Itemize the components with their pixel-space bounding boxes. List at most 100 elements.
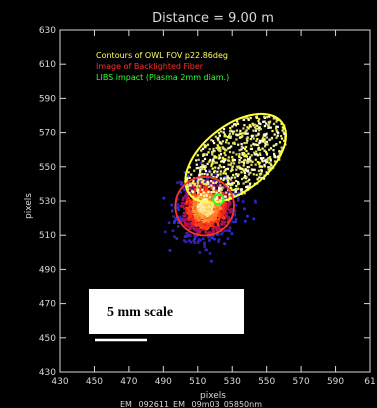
heat-pixel — [183, 188, 186, 192]
heat-pixel — [172, 215, 176, 218]
fov-pixel — [190, 173, 193, 176]
heat-pixel — [215, 218, 219, 221]
fov-pixel — [244, 174, 247, 177]
heat-pixel — [191, 198, 195, 201]
fov-pixel — [233, 159, 236, 162]
heat-pixel — [177, 221, 180, 225]
fov-pixel — [268, 122, 271, 125]
heat-pixel — [188, 199, 192, 203]
heat-pixel — [180, 183, 184, 186]
heat-pixel — [228, 208, 231, 212]
heat-pixel — [178, 215, 182, 219]
fov-pixel — [260, 165, 264, 168]
fov-pixel — [278, 150, 281, 153]
heat-pixel — [218, 205, 221, 209]
fov-pixel — [222, 157, 226, 161]
heat-pixel — [206, 227, 209, 231]
fov-pixel — [196, 185, 199, 188]
heat-pixel — [211, 234, 215, 237]
heat-pixel — [199, 221, 203, 224]
fov-pixel — [252, 124, 255, 127]
heat-pixel — [197, 216, 201, 220]
fov-pixel — [247, 118, 250, 121]
heat-pixel — [252, 217, 256, 221]
heat-pixel — [237, 197, 240, 200]
fov-pixel — [227, 159, 230, 162]
fov-pixel — [196, 187, 199, 190]
heat-pixel — [199, 174, 202, 178]
fov-pixel — [233, 141, 236, 144]
heat-pixel — [201, 216, 204, 219]
fov-pixel — [259, 128, 262, 131]
scale-box-background — [89, 289, 244, 334]
fov-pixel — [219, 150, 222, 153]
fov-pixel — [214, 199, 217, 202]
fov-pixel — [216, 144, 219, 147]
heat-pixel — [217, 209, 220, 213]
fov-pixel — [236, 181, 240, 184]
fov-pixel — [253, 168, 256, 171]
heat-pixel — [176, 203, 180, 206]
fov-pixel — [242, 176, 246, 179]
heat-pixel — [222, 186, 226, 189]
heat-pixel — [187, 211, 190, 214]
fov-pixel — [245, 176, 248, 179]
fov-pixel — [247, 127, 250, 130]
heat-pixel — [192, 239, 196, 243]
fov-pixel — [242, 127, 245, 130]
fov-pixel — [259, 165, 262, 168]
fov-pixel — [188, 166, 191, 169]
fov-pixel — [275, 125, 278, 128]
fov-pixel — [219, 199, 222, 202]
fov-pixel — [230, 187, 233, 190]
heat-pixel — [183, 235, 187, 238]
fov-pixel — [252, 168, 255, 171]
heat-pixel — [201, 209, 205, 213]
fov-pixel — [269, 158, 272, 161]
heat-pixel — [199, 161, 203, 165]
fov-pixel — [249, 159, 252, 162]
fov-pixel — [245, 145, 248, 149]
fov-pixel — [221, 186, 224, 189]
fov-pixel — [248, 158, 251, 161]
fov-pixel — [261, 138, 264, 141]
fov-pixel — [222, 128, 226, 131]
heat-pixel — [208, 169, 211, 172]
heat-pixel — [203, 189, 207, 193]
fov-pixel — [212, 159, 215, 162]
heat-pixel — [223, 208, 227, 212]
heat-pixel — [183, 202, 186, 205]
fov-pixel — [219, 148, 222, 151]
fov-pixel — [210, 184, 213, 187]
fov-pixel — [212, 158, 215, 161]
fov-pixel — [261, 159, 264, 162]
heat-pixel — [194, 206, 197, 210]
heat-pixel — [171, 229, 175, 232]
fov-pixel — [253, 151, 256, 154]
fov-pixel — [261, 140, 264, 143]
heat-pixel — [205, 221, 208, 225]
fov-pixel — [201, 160, 204, 163]
fov-contour — [184, 112, 288, 204]
fov-pixel — [275, 129, 278, 132]
fov-pixel — [263, 134, 266, 137]
heat-pixel — [185, 210, 188, 213]
heat-pixel — [228, 200, 231, 203]
fov-pixel — [269, 159, 272, 162]
fov-pixel — [246, 132, 249, 135]
heat-pixel — [203, 241, 206, 245]
heat-pixel — [204, 184, 207, 188]
fov-pixel — [208, 148, 211, 151]
fov-pixel — [197, 191, 200, 194]
heat-pixel — [246, 214, 249, 218]
heat-pixel — [179, 190, 182, 194]
heat-pixel — [210, 210, 214, 214]
heat-pixel — [221, 212, 225, 216]
fov-pixel — [241, 153, 244, 156]
fov-pixel — [218, 188, 221, 191]
heat-pixel — [226, 237, 230, 240]
heat-pixel — [191, 185, 195, 188]
fov-pixel — [225, 177, 228, 180]
heat-pixel — [194, 201, 197, 204]
fov-pixel — [223, 177, 226, 180]
